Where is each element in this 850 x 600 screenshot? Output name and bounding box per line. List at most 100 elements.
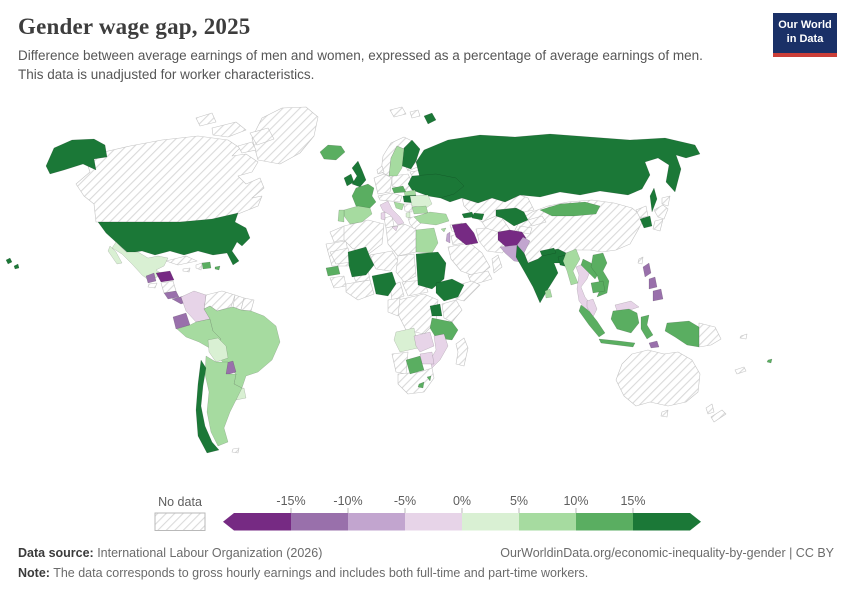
- country-italy-sardinia[interactable]: [380, 211, 386, 221]
- country-haiti[interactable]: [195, 262, 203, 271]
- country-uzbekistan[interactable]: [495, 207, 529, 227]
- country-zimbabwe[interactable]: [419, 351, 435, 365]
- country-new-zealand-south[interactable]: [710, 409, 727, 423]
- legend-arrow-left[interactable]: [223, 513, 234, 531]
- country-australia[interactable]: [615, 349, 701, 407]
- country-japan-hokkaido[interactable]: [661, 195, 671, 207]
- country-papua-new-guinea[interactable]: [698, 322, 722, 348]
- country-jamaica[interactable]: [182, 267, 191, 273]
- country-philippines-mindanao[interactable]: [652, 288, 664, 302]
- country-portugal[interactable]: [337, 209, 345, 223]
- country-united-kingdom[interactable]: [351, 160, 367, 188]
- country-israel[interactable]: [445, 231, 451, 244]
- country-el-salvador[interactable]: [147, 282, 158, 289]
- country-svalbard-2[interactable]: [409, 109, 421, 119]
- country-indonesia-java[interactable]: [598, 338, 636, 348]
- country-ukraine[interactable]: [407, 173, 465, 199]
- country-madagascar[interactable]: [455, 337, 469, 367]
- country-nigeria[interactable]: [371, 271, 397, 297]
- country-botswana[interactable]: [405, 355, 425, 375]
- owid-cc-link[interactable]: OurWorldinData.org/economic-inequality-b…: [500, 546, 834, 560]
- country-angola[interactable]: [393, 327, 419, 353]
- country-chad[interactable]: [395, 253, 417, 283]
- legend-bin-4[interactable]: [462, 513, 519, 531]
- country-argentina[interactable]: [204, 355, 243, 447]
- country-vietnam[interactable]: [590, 252, 610, 298]
- country-sri-lanka[interactable]: [544, 288, 553, 299]
- country-solomon-islands[interactable]: [739, 333, 748, 340]
- country-usa-alaska[interactable]: [45, 138, 108, 175]
- no-data-swatch[interactable]: [154, 512, 206, 531]
- country-spain[interactable]: [343, 205, 373, 225]
- country-iceland[interactable]: [319, 144, 346, 161]
- country-canada-arctic-3[interactable]: [195, 112, 217, 127]
- country-iraq[interactable]: [451, 222, 479, 246]
- country-austria-switzerland[interactable]: [377, 192, 403, 203]
- country-mexico-baja[interactable]: [107, 245, 123, 265]
- country-france[interactable]: [351, 183, 377, 211]
- country-cote-divoire[interactable]: [345, 279, 375, 301]
- country-kenya[interactable]: [441, 299, 463, 323]
- country-bolivia[interactable]: [207, 337, 229, 363]
- country-ethiopia[interactable]: [435, 278, 465, 302]
- country-zambia[interactable]: [413, 331, 435, 353]
- country-mongolia[interactable]: [539, 201, 601, 217]
- country-timor-leste[interactable]: [648, 340, 660, 349]
- country-cambodia[interactable]: [590, 280, 606, 294]
- country-canada[interactable]: [75, 135, 265, 223]
- country-algeria[interactable]: [343, 219, 385, 257]
- country-fiji[interactable]: [766, 358, 773, 364]
- country-uganda[interactable]: [429, 303, 443, 317]
- legend-arrow-right[interactable]: [690, 513, 701, 531]
- country-malaysia-borneo[interactable]: [614, 300, 640, 312]
- legend-bin-1[interactable]: [291, 513, 348, 531]
- country-azerbaijan[interactable]: [471, 212, 485, 221]
- country-laos[interactable]: [580, 258, 600, 280]
- country-canada-arctic-4[interactable]: [237, 141, 257, 154]
- legend-bin-0[interactable]: [234, 513, 291, 531]
- country-congo[interactable]: [387, 297, 401, 317]
- country-greenland[interactable]: [251, 106, 319, 165]
- country-canada-arctic-1[interactable]: [211, 121, 247, 138]
- country-bulgaria[interactable]: [411, 205, 429, 215]
- country-south-africa[interactable]: [397, 367, 435, 395]
- country-usa-hawaii-1[interactable]: [5, 257, 13, 265]
- legend-bin-7[interactable]: [633, 513, 690, 531]
- country-philippines-visayas[interactable]: [648, 276, 658, 290]
- country-indonesia-sumatra[interactable]: [578, 304, 606, 338]
- country-india[interactable]: [515, 244, 567, 304]
- legend-bin-3[interactable]: [405, 513, 462, 531]
- country-tanzania[interactable]: [429, 317, 459, 341]
- country-poland[interactable]: [391, 173, 413, 191]
- country-canada-arctic-2[interactable]: [249, 127, 275, 146]
- country-albania[interactable]: [405, 211, 411, 219]
- country-germany[interactable]: [373, 173, 393, 195]
- country-croatia[interactable]: [393, 201, 405, 211]
- country-taiwan[interactable]: [637, 256, 644, 265]
- country-new-caledonia[interactable]: [734, 366, 747, 375]
- country-new-zealand-north[interactable]: [705, 403, 715, 415]
- country-china[interactable]: [513, 199, 645, 264]
- owid-logo[interactable]: Our World in Data: [773, 13, 837, 57]
- country-indonesia-papua[interactable]: [664, 320, 700, 348]
- country-malaysia-peninsula[interactable]: [586, 298, 598, 318]
- country-japan-honshu[interactable]: [653, 204, 669, 220]
- country-mexico[interactable]: [111, 241, 169, 282]
- country-russia-sakhalin[interactable]: [649, 187, 658, 213]
- country-russia[interactable]: [415, 133, 701, 204]
- country-usa-hawaii-2[interactable]: [13, 263, 20, 270]
- country-namibia[interactable]: [391, 351, 409, 375]
- country-south-korea[interactable]: [639, 215, 653, 229]
- country-turkey[interactable]: [413, 211, 450, 226]
- country-lesotho[interactable]: [417, 381, 425, 389]
- country-oman[interactable]: [491, 254, 503, 274]
- country-ireland[interactable]: [343, 173, 355, 187]
- legend-bin-6[interactable]: [576, 513, 633, 531]
- country-tasmania[interactable]: [660, 409, 669, 418]
- country-falklands[interactable]: [231, 447, 240, 454]
- country-usa-mainland[interactable]: [97, 212, 251, 266]
- country-guatemala[interactable]: [145, 272, 157, 284]
- country-serbia[interactable]: [403, 203, 413, 213]
- country-eswatini[interactable]: [426, 375, 432, 382]
- country-finland[interactable]: [401, 139, 421, 170]
